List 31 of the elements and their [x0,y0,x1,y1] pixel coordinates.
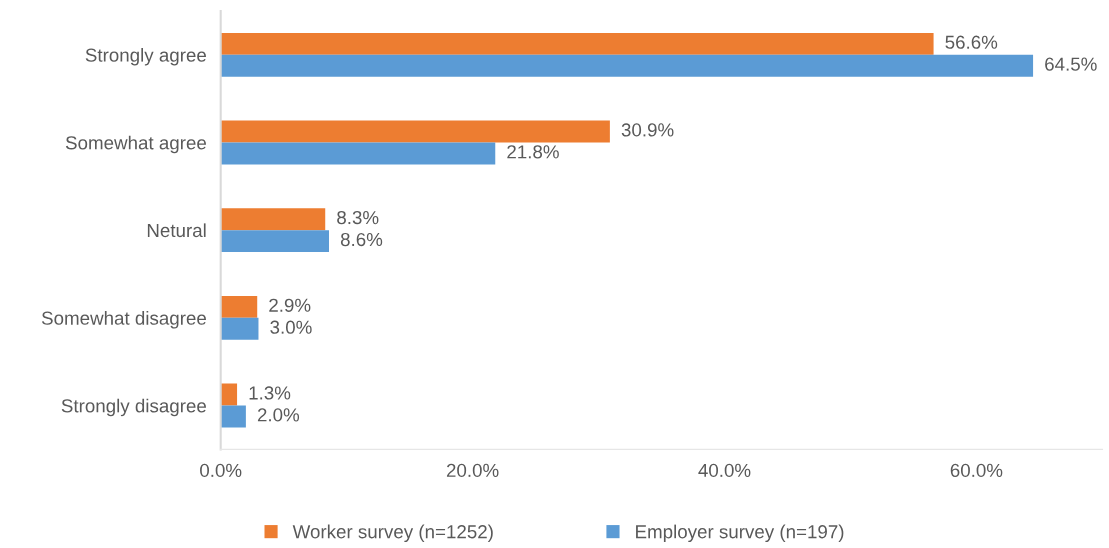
data-label: 2.9% [269,298,311,312]
bar [220,405,246,428]
bar [220,54,1034,77]
bar [220,317,259,340]
data-label: 21.8% [507,145,559,159]
bar [220,295,258,318]
x-tick-label: 20.0% [446,463,499,478]
bar [220,383,238,406]
data-label: 30.9% [621,123,674,137]
x-tick-label: 0.0% [200,463,242,478]
bar [220,32,934,55]
bar [220,142,496,165]
y-tick-label: Strongly disagree [61,398,206,417]
legend-label: Worker survey (n=1252) [292,524,493,543]
y-tick-label: Strongly agree [85,48,206,66]
x-tick-label: 60.0% [950,463,1003,478]
y-tick-label: Somewhat disagree [41,311,206,329]
legend-label: Employer survey (n=197) [636,524,844,543]
data-label: 3.0% [270,320,312,334]
x-tick-label: 40.0% [698,463,751,478]
bar [220,230,330,253]
bar [220,120,610,143]
data-label: 1.3% [249,386,291,400]
y-tick-label: Netural [147,223,206,238]
y-tick-label: Somewhat agree [65,135,206,154]
data-label: 8.6% [340,232,383,247]
data-label: 2.0% [257,408,300,422]
bar [220,208,326,231]
data-label: 64.5% [1045,57,1097,71]
data-label: 56.6% [945,35,998,49]
data-label: 8.3% [337,210,379,225]
